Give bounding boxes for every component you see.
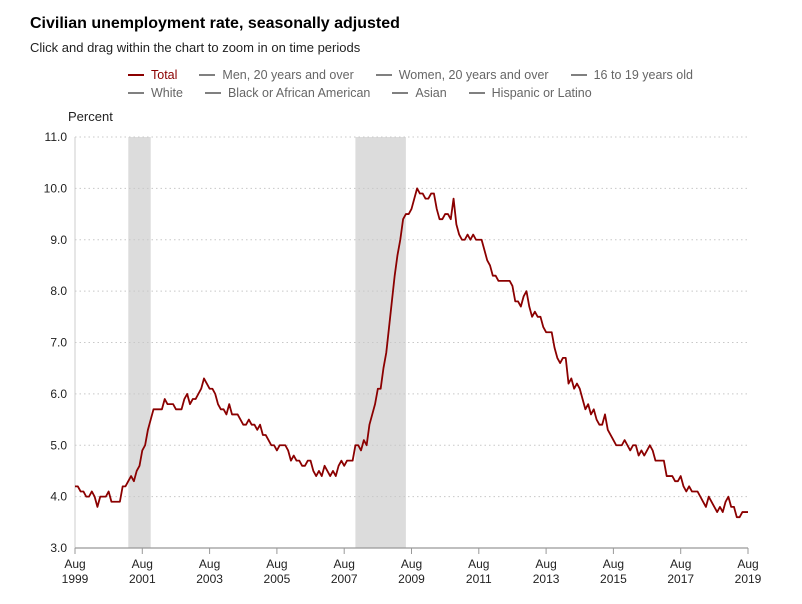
y-tick-label: 8.0 [50,284,67,298]
legend-swatch [392,92,409,94]
legend-swatch [468,92,485,94]
x-tick-year: 2019 [735,572,762,586]
x-tick-month: Aug [266,557,287,571]
legend-item-16-to-19[interactable]: 16 to 19 years old [570,68,693,82]
x-tick-year: 2005 [264,572,291,586]
x-tick-year: 2001 [129,572,156,586]
legend-label: Men, 20 years and over [222,68,354,82]
y-tick-label: 7.0 [50,336,67,350]
y-tick-label: 3.0 [50,541,67,555]
x-tick-month: Aug [64,557,85,571]
legend-swatch [128,74,144,76]
legend-swatch [204,92,221,94]
series-line-total [75,187,748,519]
x-tick-year: 2009 [398,572,425,586]
legend-row-1: Total Men, 20 years and over Women, 20 y… [128,66,768,84]
chart-title: Civilian unemployment rate, seasonally a… [30,15,400,32]
x-tick-year: 2011 [466,572,492,586]
chart-subtitle: Click and drag within the chart to zoom … [30,40,361,55]
gridlines [74,136,748,548]
x-axis: Aug1999Aug2001Aug2003Aug2005Aug2007Aug20… [62,547,762,586]
y-tick-label: 11.0 [45,130,68,144]
x-tick-month: Aug [535,557,556,571]
x-tick-year: 2015 [600,572,627,586]
x-tick-year: 2013 [533,572,560,586]
y-tick-label: 4.0 [50,490,67,504]
legend: Total Men, 20 years and over Women, 20 y… [128,66,768,102]
series-lines [75,187,748,519]
legend-swatch [128,92,144,94]
legend-item-black[interactable]: Black or African American [204,86,371,100]
x-tick-month: Aug [468,557,489,571]
legend-label: Asian [415,86,447,100]
recession-band [355,137,406,548]
legend-swatch [199,74,216,76]
x-tick-month: Aug [401,557,422,571]
legend-label: 16 to 19 years old [593,68,693,82]
legend-label: Black or African American [227,86,371,100]
x-tick-month: Aug [132,557,153,571]
legend-item-white[interactable]: White [128,86,183,100]
legend-swatch [375,74,392,76]
y-tick-label: 6.0 [50,387,67,401]
legend-item-hispanic[interactable]: Hispanic or Latino [468,86,592,100]
x-tick-month: Aug [737,557,758,571]
legend-item-women-20-over[interactable]: Women, 20 years and over [375,68,549,82]
y-axis-ticks: 3.0 4.0 5.0 6.0 7.0 8.0 9.0 10.0 11.0 [44,130,68,555]
y-axis-label: Percent [68,109,113,124]
legend-swatch [570,74,587,76]
legend-item-asian[interactable]: Asian [392,86,447,100]
legend-label: Hispanic or Latino [491,86,592,100]
y-tick-label: 10.0 [44,181,68,195]
x-tick-year: 1999 [62,572,89,586]
x-tick-month: Aug [603,557,624,571]
x-tick-month: Aug [670,557,691,571]
legend-item-men-20-over[interactable]: Men, 20 years and over [199,68,354,82]
x-tick-year: 2007 [331,572,358,586]
x-tick-year: 2003 [196,572,223,586]
x-tick-year: 2017 [667,572,694,586]
legend-label: Women, 20 years and over [398,68,549,82]
legend-label: Total [151,68,178,82]
legend-label: White [151,86,183,100]
legend-row-2: White Black or African American Asian Hi… [128,84,768,102]
x-tick-month: Aug [199,557,220,571]
y-tick-label: 5.0 [50,438,67,452]
legend-item-total[interactable]: Total [128,68,177,82]
y-tick-label: 9.0 [50,233,67,247]
x-tick-month: Aug [334,557,355,571]
